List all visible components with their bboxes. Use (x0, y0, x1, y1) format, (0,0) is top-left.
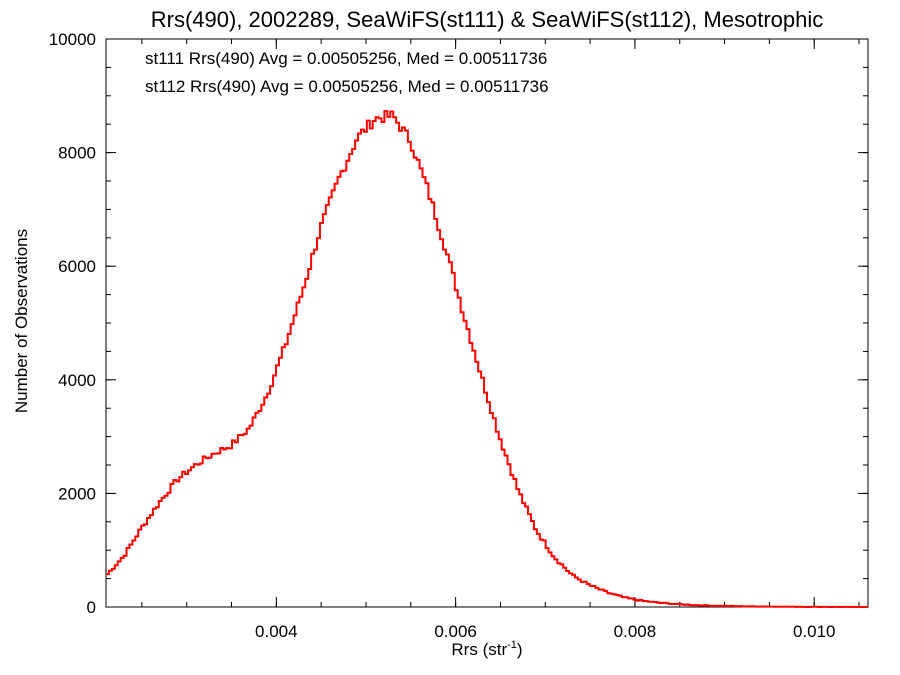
x-axis-label: Rrs (str-1) (451, 639, 522, 659)
histogram-series-line (106, 110, 868, 608)
y-tick-label: 0 (87, 598, 96, 617)
y-tick-label: 10000 (49, 30, 96, 49)
y-tick-labels: 0 2000 4000 6000 8000 10000 (49, 30, 96, 617)
y-tick-label: 2000 (58, 484, 96, 503)
x-tick-label: 0.008 (614, 622, 657, 641)
x-tick-label: 0.004 (255, 622, 298, 641)
x-tick-label: 0.006 (434, 622, 477, 641)
x-tick-label: 0.010 (793, 622, 836, 641)
annotation-st112: st112 Rrs(490) Avg = 0.00505256, Med = 0… (145, 77, 549, 96)
y-axis-label: Number of Observations (12, 229, 31, 413)
x-axis-label-superscript: -1 (507, 639, 517, 651)
annotation-st111: st111 Rrs(490) Avg = 0.00505256, Med = 0… (145, 49, 547, 68)
plot-area-frame (105, 38, 869, 608)
y-tick-label: 8000 (58, 144, 96, 163)
axis-ticks (106, 38, 868, 608)
y-tick-label: 4000 (58, 371, 96, 390)
chart-title: Rrs(490), 2002289, SeaWiFS(st111) & SeaW… (151, 7, 823, 32)
x-tick-labels: 0.004 0.006 0.008 0.010 (255, 622, 835, 641)
y-tick-label: 6000 (58, 257, 96, 276)
